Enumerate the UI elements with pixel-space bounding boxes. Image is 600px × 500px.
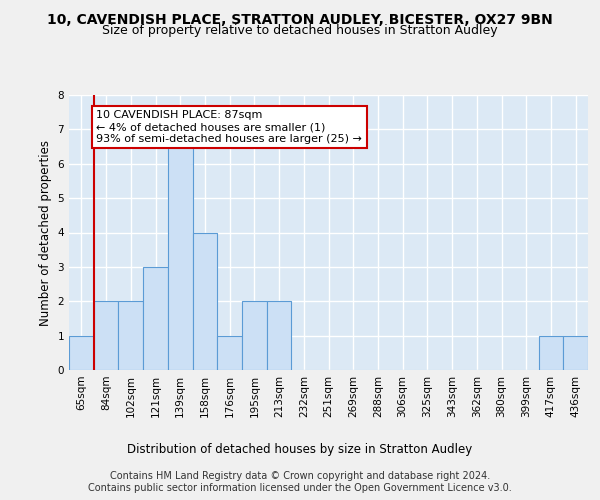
Text: Contains public sector information licensed under the Open Government Licence v3: Contains public sector information licen…: [88, 483, 512, 493]
Bar: [168, 130, 193, 370]
Text: Contains HM Land Registry data © Crown copyright and database right 2024.: Contains HM Land Registry data © Crown c…: [110, 471, 490, 481]
Bar: [267, 301, 292, 370]
Bar: [563, 336, 588, 370]
Bar: [118, 301, 143, 370]
Bar: [94, 301, 118, 370]
Bar: [242, 301, 267, 370]
Text: Size of property relative to detached houses in Stratton Audley: Size of property relative to detached ho…: [102, 24, 498, 37]
Bar: [217, 336, 242, 370]
Text: Distribution of detached houses by size in Stratton Audley: Distribution of detached houses by size …: [127, 442, 473, 456]
Text: 10, CAVENDISH PLACE, STRATTON AUDLEY, BICESTER, OX27 9BN: 10, CAVENDISH PLACE, STRATTON AUDLEY, BI…: [47, 12, 553, 26]
Y-axis label: Number of detached properties: Number of detached properties: [39, 140, 52, 326]
Bar: [143, 267, 168, 370]
Bar: [193, 232, 217, 370]
Text: 10 CAVENDISH PLACE: 87sqm
← 4% of detached houses are smaller (1)
93% of semi-de: 10 CAVENDISH PLACE: 87sqm ← 4% of detach…: [96, 110, 362, 144]
Bar: [539, 336, 563, 370]
Bar: [69, 336, 94, 370]
